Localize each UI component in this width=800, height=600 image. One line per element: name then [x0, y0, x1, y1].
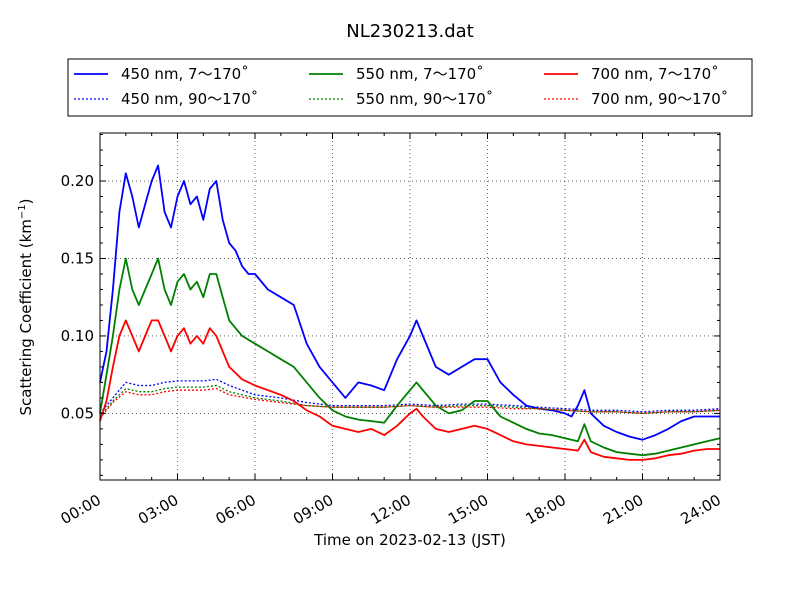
series-line-5: [99, 319, 720, 461]
chart-title: NL230213.dat: [346, 21, 473, 42]
y-tick-label: 0.20: [61, 172, 94, 190]
axis-ticks: 00:00 03:00 06:00 09:00 12:00 15:00 18:00 21:00…: [58, 133, 724, 528]
series-line-3: [99, 257, 721, 457]
legend-label: 550 nm, 7～170˚: [356, 65, 484, 83]
legend-label: 550 nm, 90～170˚: [356, 90, 493, 108]
y-axis-label: Scattering Coefficient (km−1): [17, 198, 35, 415]
x-tick-label: 12:00: [368, 491, 414, 528]
x-axis-label: Time on 2023-02-13 (JST): [313, 531, 506, 549]
x-tick-label: 03:00: [135, 491, 181, 528]
series-line-2: [99, 378, 721, 414]
x-tick-label: 09:00: [290, 491, 336, 528]
series-line-1: [99, 164, 720, 441]
series-layer: [99, 164, 721, 461]
legend-label: 700 nm, 7～170˚: [591, 65, 719, 83]
series-line-6: [99, 387, 721, 419]
legend-label: 450 nm, 90～170˚: [121, 90, 258, 108]
legend-label: 450 nm, 7～170˚: [121, 65, 249, 83]
y-axis-label-main: Scattering Coefficient (km: [17, 219, 35, 415]
grid: [100, 133, 720, 480]
series-line-4: [99, 384, 721, 417]
y-axis-label-superscript: −1: [17, 204, 28, 219]
x-tick-label: 24:00: [678, 491, 724, 528]
x-tick-label: 15:00: [445, 491, 491, 528]
x-tick-label: 00:00: [58, 491, 104, 528]
legend-label: 700 nm, 90～170˚: [591, 90, 728, 108]
legend: 450 nm, 7～170˚ 450 nm, 90～170˚ 550 nm, 7～1…: [67, 58, 753, 117]
x-tick-label: 06:00: [213, 491, 259, 528]
y-axis-label-end: ): [17, 198, 35, 204]
y-tick-label: 0.10: [61, 327, 94, 345]
legend-frame: [67, 58, 753, 117]
x-tick-label: 21:00: [600, 491, 646, 528]
y-tick-label: 0.15: [61, 249, 94, 267]
y-tick-label: 0.05: [61, 404, 94, 422]
x-tick-label: 18:00: [523, 491, 569, 528]
